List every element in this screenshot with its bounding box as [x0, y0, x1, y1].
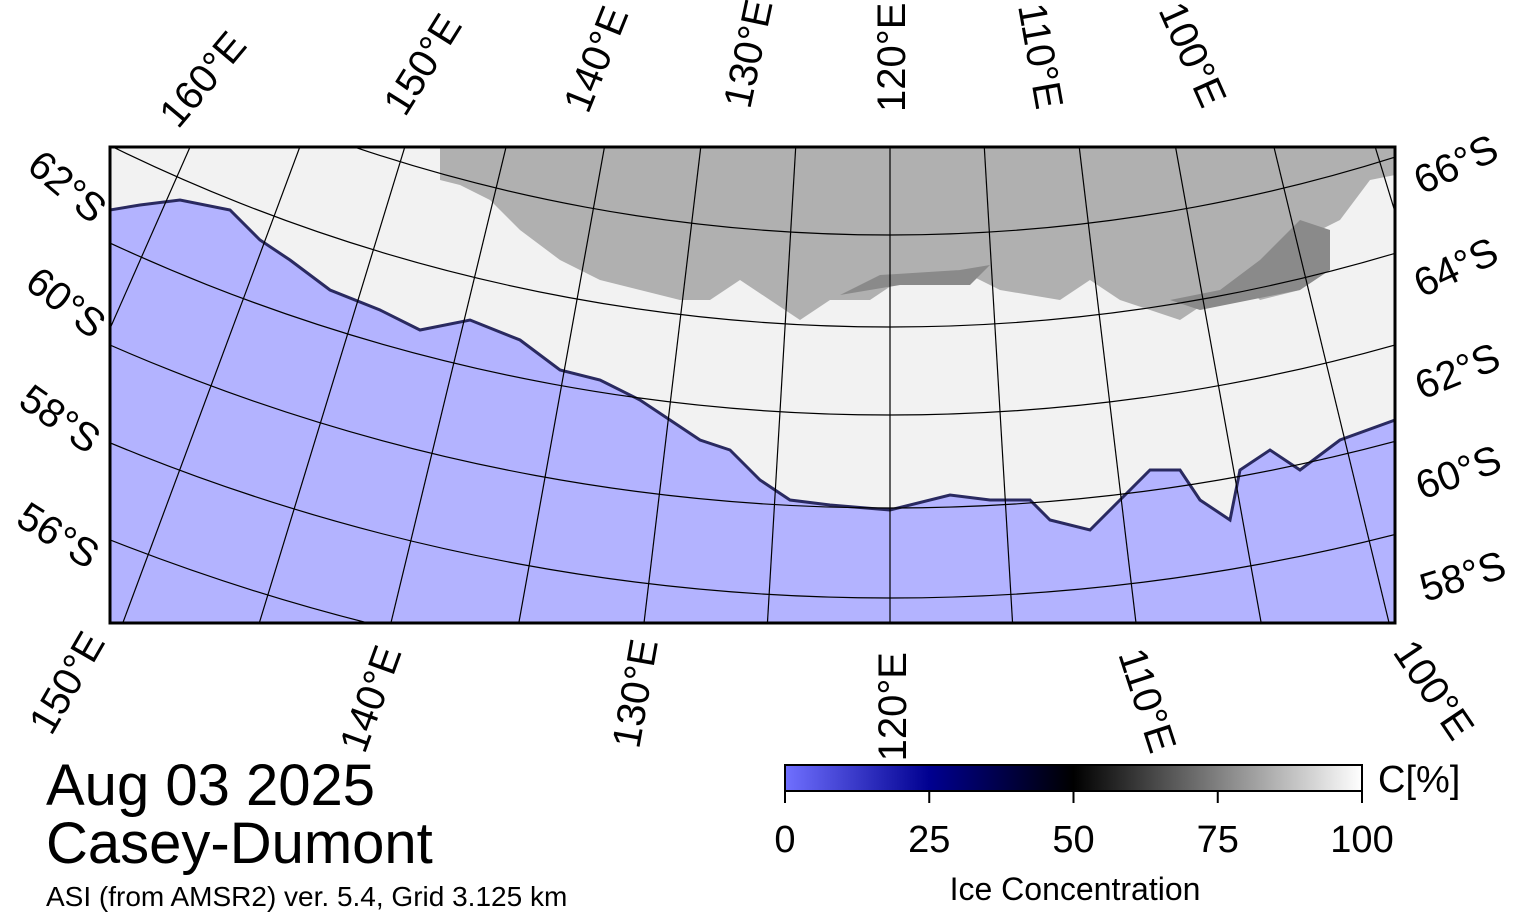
meridian [1174, 147, 1262, 623]
left-label: 56°S [9, 494, 106, 578]
bottom-label: 120°E [871, 652, 915, 761]
source: ASI (from AMSR2) ver. 5.4, Grid 3.125 km [46, 881, 567, 912]
meridian [983, 147, 1014, 623]
bottom-label: 140°E [332, 640, 411, 758]
right-label: 64°S [1407, 229, 1505, 306]
meridian [390, 147, 507, 623]
top-label: 140°E [556, 0, 638, 118]
meridian [766, 147, 797, 623]
colorbar-tick-label: 0 [774, 819, 795, 861]
meridian [1273, 147, 1390, 623]
top-label: 150°E [375, 7, 470, 123]
meridian [518, 147, 606, 623]
map-frame [108, 145, 1397, 625]
bottom-label: 130°E [605, 636, 667, 751]
bottom-label: 150°E [21, 625, 114, 742]
top-label: 160°E [151, 24, 255, 136]
right-label: 66°S [1407, 126, 1505, 203]
left-label: 60°S [18, 259, 114, 347]
meridian [110, 147, 191, 330]
top-label: 130°E [716, 0, 782, 112]
colorbar-tick-label: 75 [1197, 819, 1239, 861]
meridian [258, 147, 406, 623]
colorbar [784, 764, 1363, 792]
colorbar-unit: C[%] [1378, 759, 1460, 801]
land [440, 147, 1395, 320]
colorbar-tick-label: 25 [908, 819, 950, 861]
right-label: 62°S [1409, 335, 1506, 408]
left-label: 62°S [19, 142, 114, 232]
colorbar-label: Ice Concentration [950, 871, 1201, 907]
meridian [1078, 147, 1137, 623]
colorbar-tick-label: 50 [1052, 819, 1094, 861]
top-label: 110°E [1009, 0, 1071, 112]
colorbar-ticks: 0 25 50 75 100 [774, 791, 1394, 861]
graticule [110, 147, 1395, 623]
meridian [122, 147, 301, 623]
right-label: 58°S [1415, 543, 1511, 611]
left-label: 58°S [11, 376, 108, 462]
top-label: 100°E [1150, 0, 1235, 114]
bottom-label: 100°E [1385, 632, 1483, 747]
date: Aug 03 2025 [46, 753, 375, 818]
right-label: 60°S [1410, 437, 1507, 508]
map-area [110, 147, 1395, 623]
meridian [643, 147, 702, 623]
bottom-label: 110°E [1109, 643, 1184, 758]
colorbar-tick-label: 100 [1330, 819, 1393, 861]
region: Casey-Dumont [46, 811, 433, 876]
top-label: 120°E [870, 3, 914, 112]
